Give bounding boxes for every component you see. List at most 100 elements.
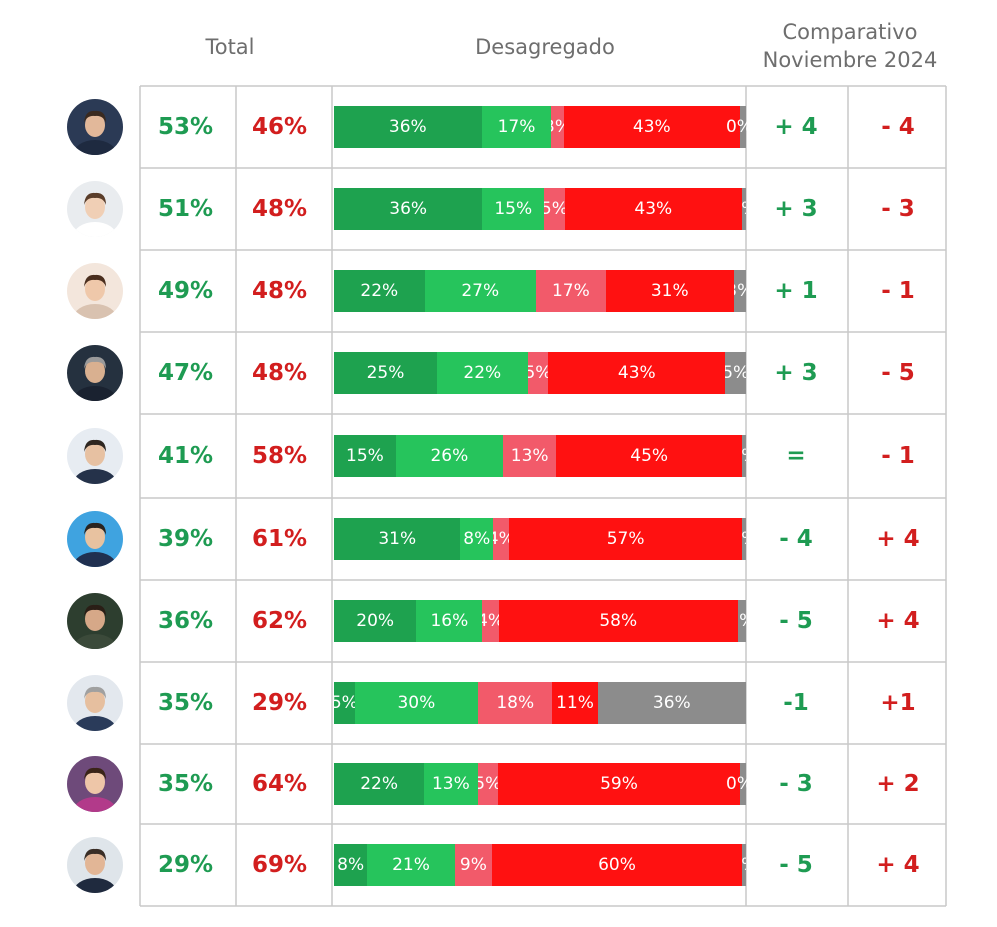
comparativo-negative: - 1 [881,443,915,469]
bar-segment-muy-positiva: 22% [334,270,425,312]
stacked-bar: 31% 8%4% 57% 1% [334,518,746,560]
bar-segment-label: 0% [726,774,753,794]
bar-segment-label: 31% [378,529,417,549]
stacked-bar: 20% 16% 4% 58% 2% [334,600,746,642]
bar-segment-muy-negativa: 58% [498,600,738,642]
bar-segment-label: 13% [431,774,470,794]
total-positive: 51% [158,196,214,222]
bar-segment-label: 9% [459,855,487,875]
avatar-person-6 [67,511,123,567]
comparativo-negative: - 5 [881,360,915,386]
stacked-bar: 25% 22% 5% 43% 5% [334,352,746,394]
bar-segment-algo-negativa: 13% [502,435,557,477]
bar-segment-muy-negativa: 57% [509,518,742,560]
bar-segment-muy-negativa: 59% [498,763,740,805]
bar-segment-algo-positiva: 13% [424,763,478,805]
header-comparativo-line2: Noviembre 2024 [762,48,938,72]
bar-segment-label: 1% [742,844,746,886]
bar-segment-label: 8% [463,529,491,549]
bar-segment-muy-negativa: 43% [548,352,726,394]
total-negative: 29% [252,690,308,716]
bar-segment-label: 5% [725,363,746,383]
bar-segment-label: 36% [652,693,691,713]
bar-segment-label: 22% [463,363,502,383]
bar-segment-label: 5% [334,693,355,713]
bar-segment-algo-positiva: 15% [482,188,545,230]
bar-segment-label: 1% [742,518,746,560]
bar-segment-ns-nc: 2% [737,600,746,642]
bar-segment-label: 5% [477,774,499,794]
bar-segment-algo-positiva: 30% [354,682,479,724]
comparativo-positive: - 5 [779,852,813,878]
bar-segment-label: 11% [556,693,594,713]
bar-segment-ns-nc: 0% [726,763,753,805]
total-positive: 35% [158,771,214,797]
bar-segment-ns-nc: 36% [597,682,746,724]
total-positive: 49% [158,278,214,304]
bar-segment-algo-negativa: 4% [493,518,510,560]
comparativo-negative: - 4 [881,114,915,140]
avatar-person-7 [67,593,123,649]
comparativo-negative: +1 [880,690,916,716]
stacked-bar: 22% 27% 17% 31% 3% [334,270,746,312]
bar-segment-muy-negativa: 45% [556,435,742,477]
comparativo-positive: = [786,443,806,469]
bar-segment-muy-negativa: 43% [563,106,740,148]
bar-segment-muy-negativa: 31% [605,270,734,312]
bar-segment-muy-positiva: 31% [334,518,461,560]
bar-segment-ns-nc: 1% [741,844,746,886]
bar-segment-label: 17% [551,281,590,301]
bar-segment-ns-nc: 0% [726,106,753,148]
comparativo-negative: + 2 [876,771,920,797]
bar-segment-ns-nc: 1% [741,435,746,477]
header-desagregado: Desagregado [475,35,615,59]
comparativo-positive: -1 [783,690,809,716]
total-negative: 62% [252,608,308,634]
bar-segment-label: 20% [356,611,395,631]
header-total: Total [205,35,255,59]
bar-segment-algo-positiva: 21% [367,844,455,886]
bar-segment-label: 60% [598,855,636,875]
bar-segment-label: 58% [599,611,638,631]
comparativo-negative: + 4 [876,526,920,552]
bar-segment-ns-nc: 1% [741,188,746,230]
avatar-person-3 [67,263,123,319]
total-positive: 29% [158,852,214,878]
comparativo-positive: - 5 [779,608,813,634]
bar-segment-algo-negativa: 18% [478,682,553,724]
comparativo-positive: + 3 [774,196,818,222]
bar-segment-label: 36% [388,117,427,137]
bar-segment-label: 59% [600,774,638,794]
bar-segment-label: 43% [632,117,671,137]
bar-segment-label: 3% [734,270,746,312]
bar-segment-label: 5% [544,199,565,219]
comparativo-negative: - 3 [881,196,915,222]
comparativo-positive: + 3 [774,360,818,386]
bar-segment-muy-positiva: 8% [334,844,368,886]
comparativo-negative: + 4 [876,608,920,634]
bar-segment-label: 26% [430,446,469,466]
comparativo-positive: + 1 [774,278,818,304]
bar-segment-algo-negativa: 17% [535,270,606,312]
avatar-person-5 [67,428,123,484]
total-negative: 64% [252,771,308,797]
bar-segment-muy-positiva: 20% [334,600,417,642]
bar-segment-label: 15% [346,446,384,466]
bar-segment-label: 22% [360,774,398,794]
total-positive: 47% [158,360,214,386]
stacked-bar: 15% 26% 13% 45% 1% [334,435,746,477]
stacked-bar: 5% 30% 18% 11% 36% [334,682,746,724]
bar-segment-label: 36% [389,199,428,219]
bar-segment-muy-positiva: 36% [334,106,482,148]
total-positive: 53% [158,114,214,140]
bar-segment-algo-negativa: 5% [544,188,565,230]
comparativo-negative: - 1 [881,278,915,304]
bar-segment-label: 25% [366,363,405,383]
bar-segment-muy-negativa: 60% [492,844,742,886]
total-negative: 61% [252,526,308,552]
total-positive: 39% [158,526,214,552]
avatar-person-8 [67,675,123,731]
stacked-bar: 8% 21% 9% 60% 1% [334,844,746,886]
bar-segment-label: 3% [551,106,563,148]
